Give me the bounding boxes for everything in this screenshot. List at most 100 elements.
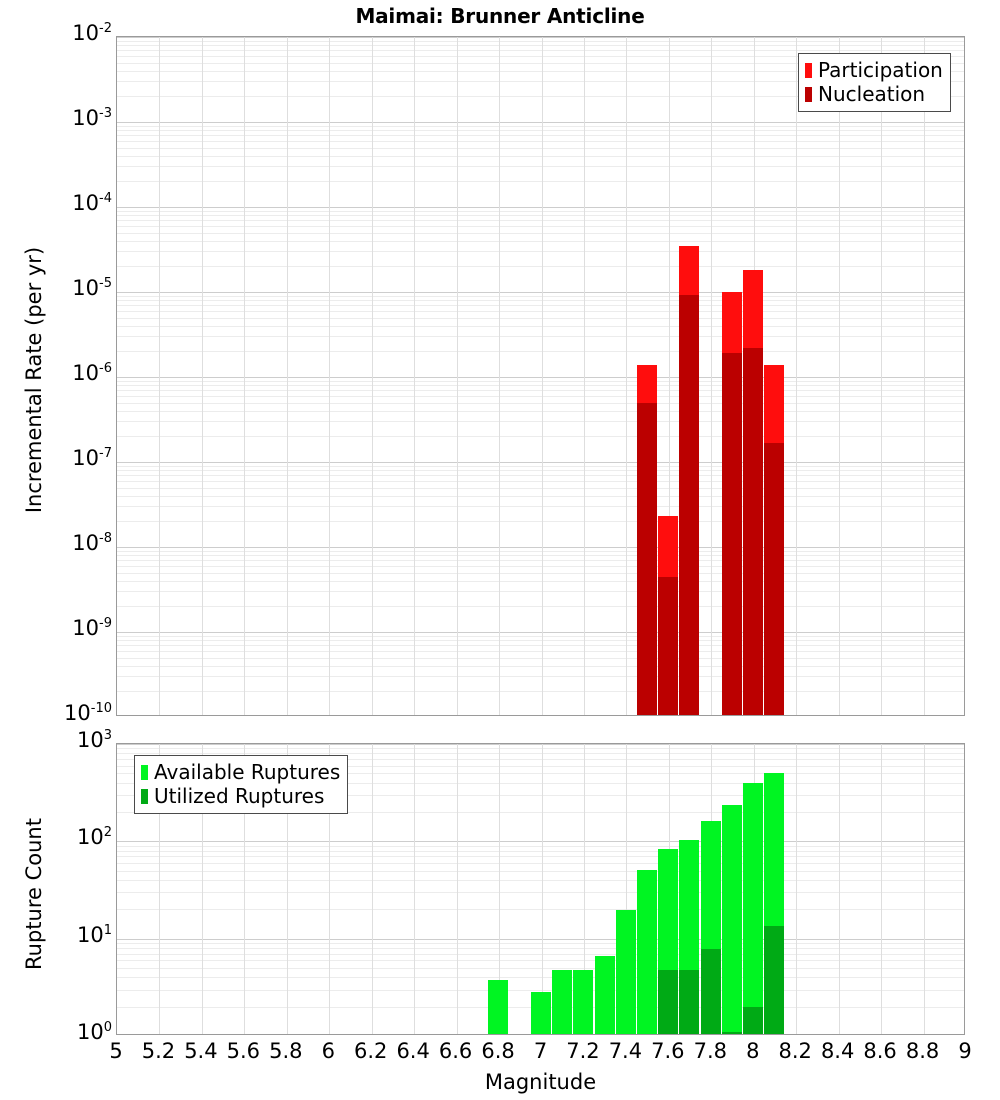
bar-available-ruptures (530, 992, 551, 1034)
gridline-minor (117, 773, 964, 774)
gridline-minor (117, 851, 964, 852)
gridline-minor (117, 651, 964, 652)
gridline-vertical (372, 744, 373, 1034)
gridline-minor (117, 880, 964, 881)
gridline-major (117, 841, 964, 842)
gridline-vertical (542, 744, 543, 1034)
y-tick-top-5: 10-7 (72, 446, 112, 470)
gridline-vertical (202, 744, 203, 1034)
gridline-major (117, 37, 964, 38)
gridline-minor (117, 666, 964, 667)
gridline-vertical (626, 744, 627, 1034)
gridline-minor (117, 676, 964, 677)
gridline-minor (117, 296, 964, 297)
gridline-vertical (244, 37, 245, 715)
gridline-vertical (711, 37, 712, 715)
gridline-minor (117, 560, 964, 561)
gridline-vertical (202, 37, 203, 715)
gridline-minor (117, 63, 964, 64)
gridline-minor (117, 148, 964, 149)
gridline-minor (117, 977, 964, 978)
gridline-minor (117, 846, 964, 847)
gridline-major (117, 122, 964, 123)
x-tick-6-6: 6.6 (438, 1039, 473, 1063)
legend-label-nucleation: Nucleation (818, 82, 926, 106)
legend-label-utilized-ruptures: Utilized Ruptures (154, 784, 325, 808)
legend-swatch-utilized-ruptures (141, 788, 148, 804)
gridline-minor (117, 871, 964, 872)
rupture-count-plot-area (116, 743, 965, 1035)
gridline-minor (117, 521, 964, 522)
gridline-minor (117, 156, 964, 157)
legend-item-nucleation[interactable]: Nucleation (805, 82, 943, 106)
bar-utilized-ruptures (743, 1006, 764, 1034)
gridline-vertical (924, 744, 925, 1034)
gridline-vertical (414, 744, 415, 1034)
gridline-minor (117, 81, 964, 82)
legend-rupture-count[interactable]: Available Ruptures Utilized Ruptures (134, 755, 349, 814)
gridline-minor (117, 954, 964, 955)
gridline-minor (117, 71, 964, 72)
x-tick-6-4: 6.4 (396, 1039, 430, 1063)
gridline-vertical (287, 37, 288, 715)
y-tick-bottom-1: 102 (76, 825, 112, 850)
gridline-vertical (499, 744, 500, 1034)
gridline-minor (117, 566, 964, 567)
gridline-minor (117, 506, 964, 507)
gridline-minor (117, 948, 964, 949)
x-tick-7-6: 7.6 (651, 1039, 685, 1063)
gridline-minor (117, 50, 964, 51)
x-tick-5-2: 5.2 (141, 1039, 176, 1063)
x-tick-7-8: 7.8 (693, 1039, 727, 1063)
legend-item-available-ruptures[interactable]: Available Ruptures (141, 760, 340, 784)
bar-available-ruptures (573, 970, 594, 1034)
gridline-minor (117, 551, 964, 552)
x-tick-9: 9 (958, 1039, 972, 1063)
bars-rupture-count (117, 744, 964, 1034)
gridline-minor (117, 220, 964, 221)
gridline-minor (117, 909, 964, 910)
y-tick-top-3: 10-5 (72, 276, 112, 300)
x-tick-8-2: 8.2 (778, 1039, 812, 1063)
x-axis-label: Magnitude (484, 1070, 597, 1094)
legend-incremental-rate[interactable]: Participation Nucleation (798, 53, 951, 112)
gridline-minor (117, 691, 964, 692)
gridline-minor (117, 385, 964, 386)
gridline-minor (117, 411, 964, 412)
y-tick-top-0: 10-2 (72, 21, 112, 45)
gridline-vertical (839, 37, 840, 715)
x-tick-7: 7 (533, 1039, 548, 1063)
gridline-minor (117, 56, 964, 57)
y-tick-top-2: 10-4 (72, 191, 112, 215)
gridline-minor (117, 181, 964, 182)
gridline-minor (117, 759, 964, 760)
gridline-minor (117, 336, 964, 337)
gridline-vertical (796, 37, 797, 715)
gridline-vertical (584, 37, 585, 715)
gridline-minor (117, 636, 964, 637)
gridline-major (117, 744, 964, 745)
legend-item-participation[interactable]: Participation (805, 58, 943, 82)
gridline-minor (117, 390, 964, 391)
gridline-minor (117, 130, 964, 131)
y-tick-bottom-0: 103 (76, 728, 112, 752)
gridline-minor (117, 968, 964, 969)
gridline-vertical (584, 744, 585, 1034)
gridline-minor (117, 311, 964, 312)
gridline-minor (117, 141, 964, 142)
gridline-vertical (839, 744, 840, 1034)
gridline-minor (117, 421, 964, 422)
gridline-major (117, 377, 964, 378)
y-tick-top-7: 10-9 (72, 616, 112, 640)
legend-item-utilized-ruptures[interactable]: Utilized Ruptures (141, 784, 340, 808)
gridline-minor (117, 795, 964, 796)
gridline-major (117, 292, 964, 293)
bar-available-ruptures (594, 955, 615, 1034)
x-tick-6-2: 6.2 (353, 1039, 388, 1063)
gridline-vertical (499, 37, 500, 715)
gridline-vertical (244, 744, 245, 1034)
gridline-minor (117, 555, 964, 556)
gridline-vertical (329, 744, 330, 1034)
